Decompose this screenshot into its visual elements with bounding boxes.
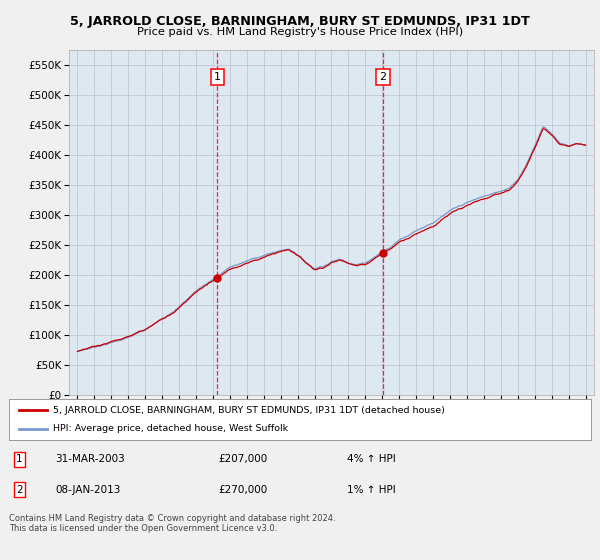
Text: HPI: Average price, detached house, West Suffolk: HPI: Average price, detached house, West… xyxy=(53,424,288,433)
Text: 2: 2 xyxy=(379,72,386,82)
Text: 1% ↑ HPI: 1% ↑ HPI xyxy=(347,485,395,495)
Text: 2: 2 xyxy=(16,485,23,495)
Text: 1: 1 xyxy=(16,454,23,464)
Text: £207,000: £207,000 xyxy=(218,454,268,464)
Text: 31-MAR-2003: 31-MAR-2003 xyxy=(56,454,125,464)
Text: Contains HM Land Registry data © Crown copyright and database right 2024.
This d: Contains HM Land Registry data © Crown c… xyxy=(9,514,335,534)
Text: 5, JARROLD CLOSE, BARNINGHAM, BURY ST EDMUNDS, IP31 1DT (detached house): 5, JARROLD CLOSE, BARNINGHAM, BURY ST ED… xyxy=(53,405,445,414)
Text: 4% ↑ HPI: 4% ↑ HPI xyxy=(347,454,395,464)
Text: £270,000: £270,000 xyxy=(218,485,268,495)
Text: 5, JARROLD CLOSE, BARNINGHAM, BURY ST EDMUNDS, IP31 1DT: 5, JARROLD CLOSE, BARNINGHAM, BURY ST ED… xyxy=(70,15,530,27)
Text: 08-JAN-2013: 08-JAN-2013 xyxy=(56,485,121,495)
Text: 1: 1 xyxy=(214,72,221,82)
Text: Price paid vs. HM Land Registry's House Price Index (HPI): Price paid vs. HM Land Registry's House … xyxy=(137,27,463,38)
